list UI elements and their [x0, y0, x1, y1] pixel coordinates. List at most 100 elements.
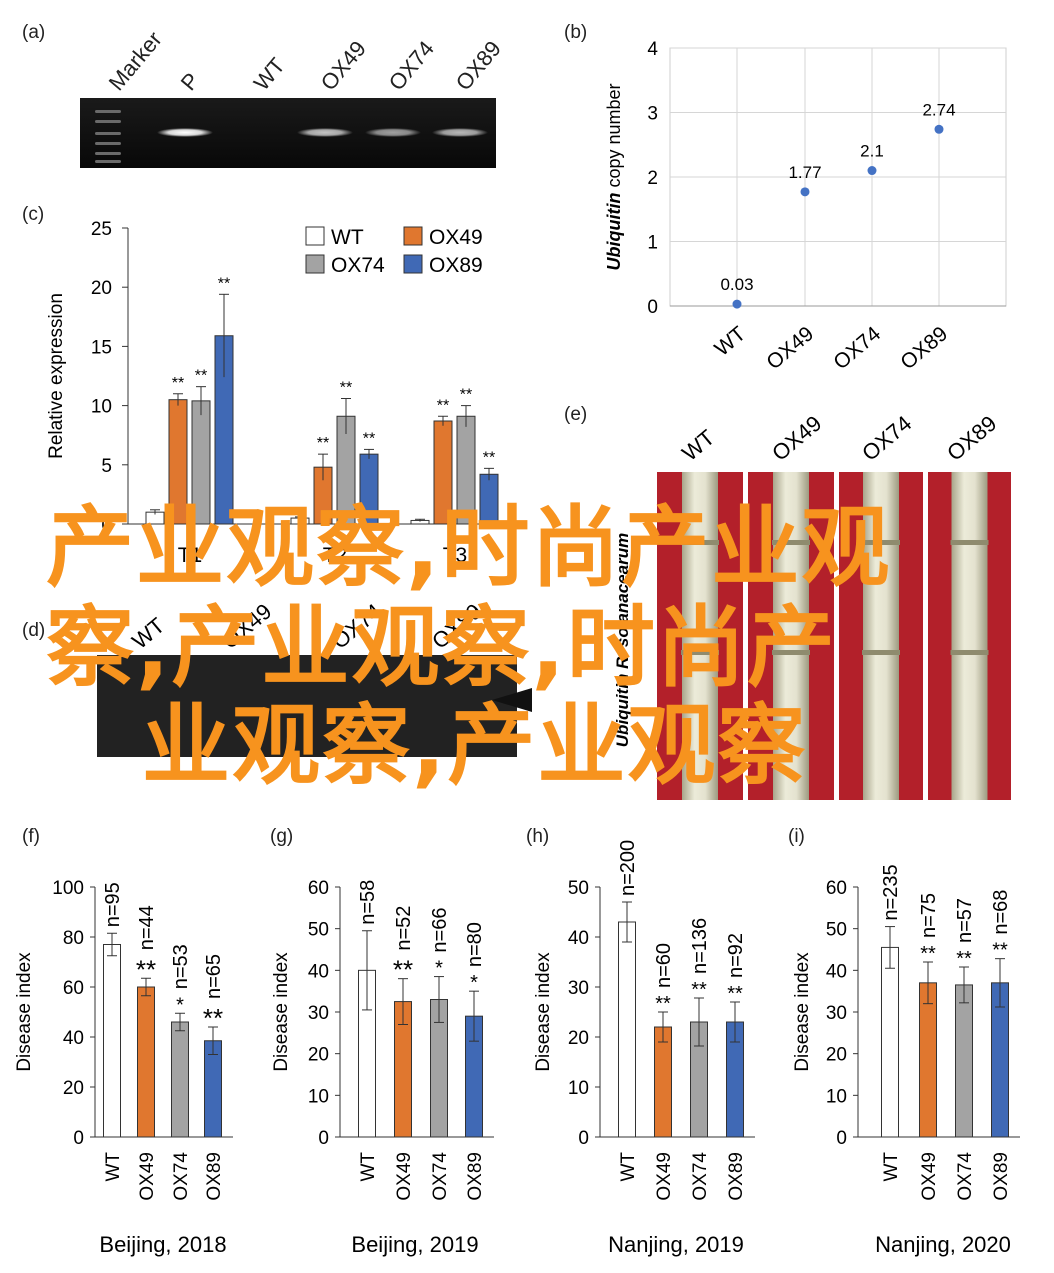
chart-f-ylabel: Disease index	[14, 952, 35, 1072]
chart-c-sig: **	[317, 435, 329, 452]
chart-f-xtick: OX89	[204, 1152, 225, 1201]
gel-a-band	[297, 128, 353, 137]
chart-i-xlabel: Nanjing, 2020	[875, 1232, 1011, 1257]
chart-i-bar	[919, 982, 937, 1138]
chart-c-sig: **	[363, 430, 375, 447]
photo-e-stem-node	[681, 540, 719, 545]
chart-f-xlabel: Beijing, 2018	[99, 1232, 226, 1257]
gel-a-lane-label: Marker	[104, 27, 167, 96]
chart-g-ytick: 20	[308, 1045, 329, 1066]
chart-b-ytick: 4	[647, 39, 658, 60]
chart-b-data-label: 1.77	[788, 163, 821, 182]
chart-g-ytick: 50	[308, 920, 329, 941]
gel-a-marker-band	[95, 142, 121, 145]
chart-h-sig: **	[727, 983, 743, 1005]
gel-a-band	[432, 128, 488, 137]
chart-g-ylabel: Disease index	[271, 952, 292, 1072]
chart-i-xtick: OX89	[991, 1152, 1012, 1201]
gel-a-lane-label: WT	[249, 53, 290, 95]
photo-e-stem	[863, 472, 899, 800]
chart-f-bar	[204, 1040, 222, 1138]
chart-c-sig: **	[437, 397, 449, 414]
chart-i-ylabel: Disease index	[792, 952, 813, 1072]
photo-e-stem-node	[862, 540, 900, 545]
chart-i-n-label: n=75	[918, 893, 940, 938]
chart-g-xtick: WT	[358, 1152, 379, 1182]
chart-b-data-label: 2.1	[860, 142, 884, 161]
chart-c-legend-swatch	[305, 226, 325, 246]
chart-f-ytick: 100	[52, 878, 84, 899]
chart-h-xtick: OX74	[690, 1152, 711, 1201]
chart-f-xtick: WT	[103, 1152, 124, 1182]
chart-c-legend-label: OX74	[331, 254, 385, 277]
chart-g-ytick: 10	[308, 1086, 329, 1107]
chart-h-xtick: OX49	[654, 1152, 675, 1201]
chart-c-ytick: 5	[101, 456, 112, 477]
chart-g-n-label: n=52	[393, 906, 415, 951]
chart-c-sig: **	[195, 368, 207, 385]
photo-e-stem-node	[862, 650, 900, 655]
chart-c-bar	[191, 400, 211, 525]
chart-i-ytick: 60	[826, 878, 847, 899]
gel-d: WT OX49 OX74 OX89	[97, 599, 532, 757]
chart-h-n-label: n=136	[689, 918, 711, 974]
chart-b-xtick: OX49	[762, 322, 818, 374]
chart-c-ytick: 15	[91, 337, 112, 358]
chart-b-point	[934, 124, 944, 134]
chart-c-bar	[433, 420, 453, 525]
chart-b-data-label: 2.74	[922, 100, 955, 119]
chart-g-ytick: 60	[308, 878, 329, 899]
chart-i-n-label: n=57	[954, 898, 976, 943]
panel-label-g: (g)	[270, 826, 293, 847]
chart-h-ytick: 0	[578, 1128, 589, 1149]
chart-b-xtick: OX74	[829, 322, 885, 374]
gel-a-lane-label: OX89	[451, 36, 506, 95]
chart-g-sig: *	[470, 972, 478, 994]
chart-c-legend-label: OX49	[429, 226, 483, 249]
chart-h-ytick: 50	[568, 878, 589, 899]
chart-b-xtick: OX89	[896, 322, 952, 374]
panel-label-c: (c)	[22, 204, 44, 225]
chart-f: 0 20 40 60 80 100 Disease index WT n=95 OX49 ** n=4…	[14, 878, 233, 1257]
chart-g-ytick: 0	[318, 1128, 329, 1149]
chart-h-ylabel: Disease index	[533, 952, 554, 1072]
panel-label-a: (a)	[22, 22, 45, 43]
gel-a-band	[157, 128, 213, 137]
chart-g-xtick: OX74	[430, 1152, 451, 1201]
chart-f-n-label: n=65	[203, 954, 225, 999]
chart-f-bar	[137, 986, 155, 1138]
chart-c-sig: **	[460, 387, 472, 404]
chart-b-ytick: 1	[647, 233, 658, 254]
gel-a-marker-band	[95, 132, 121, 135]
chart-c-ytick: 0	[101, 515, 112, 536]
chart-h-xlabel: Nanjing, 2019	[608, 1232, 744, 1257]
chart-f-n-label: n=44	[136, 905, 158, 950]
chart-c-ytick: 10	[91, 397, 112, 418]
gel-d-lane-label: OX74	[327, 599, 386, 654]
gel-d-lane-label: WT	[127, 613, 169, 654]
chart-f-ytick: 60	[63, 978, 84, 999]
chart-i-sig: **	[920, 943, 936, 965]
chart-f-xtick: OX74	[171, 1152, 192, 1201]
chart-c-xtick: T2	[323, 544, 348, 567]
chart-i-sig: **	[992, 940, 1008, 962]
photo-e-lane-label: OX49	[767, 411, 826, 466]
photo-e-stem-node	[950, 540, 989, 545]
chart-c-ylabel: Relative expression	[46, 293, 67, 459]
photo-e-stem	[773, 472, 809, 800]
chart-b: 0 1 2 3 4 WT 0.03 OX49 1.77 OX74 2.1 OX89 2.74 Ubiqui…	[604, 39, 1007, 374]
chart-g-xtick: OX89	[465, 1152, 486, 1201]
photo-e-side-label: Ubiquitin R. solanacearum	[613, 533, 632, 747]
chart-i-ytick: 20	[826, 1045, 847, 1066]
chart-b-ytick: 3	[647, 104, 658, 125]
chart-c-ytick: 25	[91, 219, 112, 240]
chart-i-sig: **	[956, 948, 972, 970]
chart-h-xtick: OX89	[726, 1152, 747, 1201]
chart-b-data-label: 0.03	[720, 275, 753, 294]
chart-g-ytick: 30	[308, 1003, 329, 1024]
panel-label-f: (f)	[22, 826, 40, 847]
chart-b-xtick: WT	[710, 322, 750, 361]
photo-e-stem-node	[950, 650, 989, 655]
photo-e: WT OX49 OX74 OX89 Ubiquitin R. solanacearum	[613, 411, 1011, 800]
